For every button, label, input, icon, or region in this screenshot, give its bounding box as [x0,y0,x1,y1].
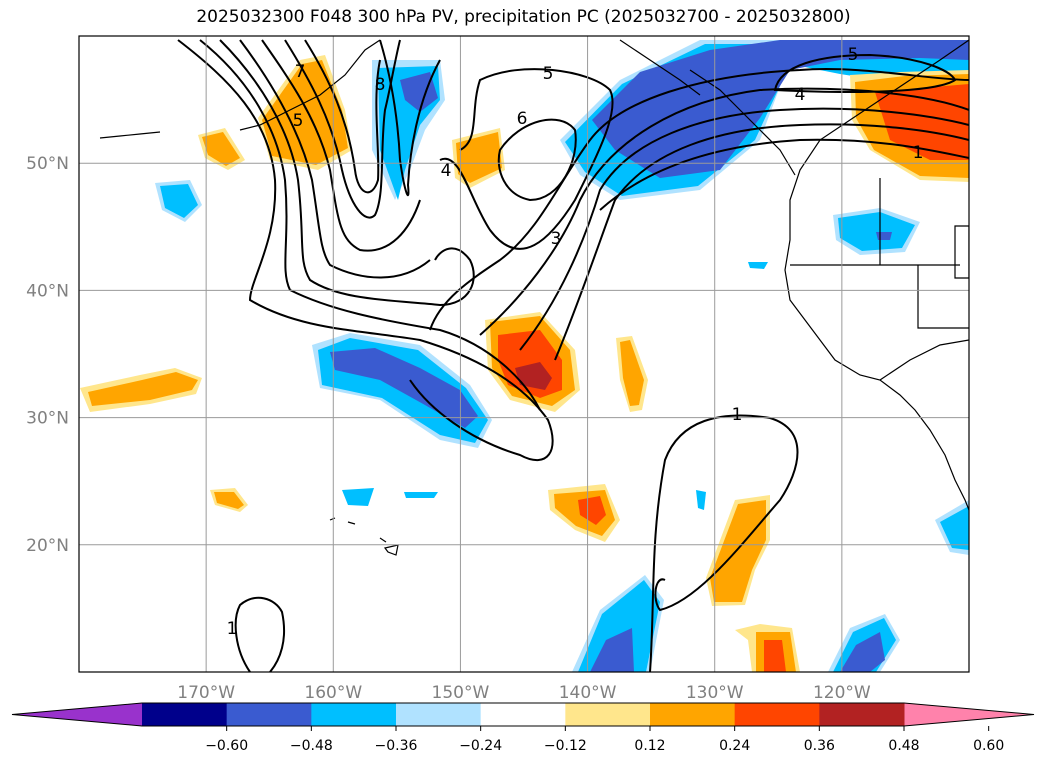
colorbar-tick-label: −0.36 [375,738,418,754]
colorbar-extend-min [12,703,142,726]
lon-tick-label: 140°W [559,683,617,703]
contour-label: 6 [517,109,528,129]
colorbar-segment [142,703,228,726]
longitude-tick-labels: 170°W 160°W 150°W 140°W 130°W 120°W [177,683,871,703]
colorbar-tick-label: −0.48 [290,738,333,754]
precip-negative-dark [330,40,969,672]
gridlines [79,36,969,672]
colorbar-segment [819,703,905,726]
contour-label: 1 [913,143,924,163]
contour-label: 4 [795,85,806,105]
contour-label: 7 [295,62,306,82]
lon-tick-label: 150°W [432,683,490,703]
colorbar-segment [311,703,397,726]
lat-tick-label: 40°N [26,281,69,301]
contour-label: 5 [293,111,304,131]
colorbar-tick-label: 0.48 [888,738,919,754]
lon-tick-label: 130°W [686,683,744,703]
pv-contours [177,39,969,672]
contour-label: 5 [543,64,554,84]
colorbar-tick-label: −0.12 [544,738,587,754]
lat-tick-label: 50°N [26,154,69,174]
contour-label: 1 [227,619,238,639]
contour-label: 1 [732,405,743,425]
contour-labels: 7 8 5 6 5 4 3 5 4 1 1 1 [227,45,924,639]
colorbar-segment [480,703,566,726]
contour-label: 5 [848,45,859,65]
colorbar-segment [396,703,482,726]
map-frame [78,35,970,673]
colorbar-tick-label: −0.24 [459,738,502,754]
lat-tick-label: 20°N [26,536,69,556]
latitude-tick-labels: 50°N 40°N 30°N 20°N [26,154,69,556]
colorbar-tick-label: −0.60 [205,738,248,754]
contour-label: 8 [375,75,386,95]
lat-tick-label: 30°N [26,409,69,429]
colorbar: −0.60 −0.48 −0.36 −0.24 −0.12 0.12 0.24 0.36 0.4… [11,702,1035,754]
colorbar-segment [650,703,736,726]
precip-positive-max [515,362,552,390]
colorbar-extend-max [904,703,1034,726]
lon-tick-label: 160°W [304,683,362,703]
colorbar-segment [734,703,820,726]
coastlines [99,39,969,556]
lon-tick-label: 120°W [813,683,871,703]
map-title: 2025032300 F048 300 hPa PV, precipitatio… [196,7,851,27]
colorbar-tick-label: 0.36 [804,738,835,754]
colorbar-tick-label: 0.60 [973,738,1004,754]
contour-label: 3 [551,229,562,249]
colorbar-outline [11,702,1035,727]
contour-label: 4 [441,161,452,181]
lon-tick-label: 170°W [177,683,235,703]
colorbar-segment [226,703,312,726]
colorbar-tick-label: 0.24 [719,738,750,754]
colorbar-segment [565,703,651,726]
colorbar-tick-label: 0.12 [634,738,665,754]
